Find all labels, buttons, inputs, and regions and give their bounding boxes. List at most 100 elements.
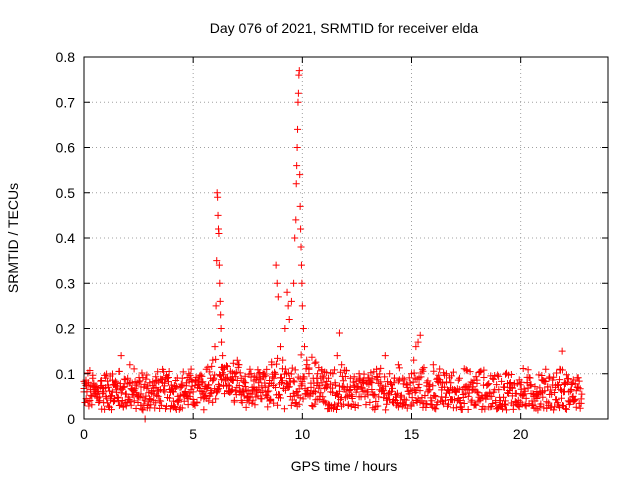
y-tick-label: 0.7 — [56, 94, 76, 110]
data-point — [376, 370, 384, 378]
data-point — [258, 395, 266, 403]
data-point — [342, 366, 350, 374]
data-point — [542, 365, 550, 373]
data-point — [529, 390, 537, 398]
data-point — [298, 302, 306, 310]
data-point — [237, 391, 245, 399]
data-point — [399, 374, 407, 382]
data-point — [189, 388, 197, 396]
data-point — [521, 401, 529, 409]
data-point — [104, 377, 112, 385]
data-point — [466, 368, 474, 376]
data-point — [299, 395, 307, 403]
data-point — [272, 384, 280, 392]
data-point — [504, 389, 512, 397]
data-point — [206, 368, 214, 376]
data-point — [576, 404, 584, 412]
data-point — [371, 391, 379, 399]
data-point — [553, 396, 561, 404]
data-point — [181, 388, 189, 396]
data-point — [410, 369, 418, 377]
data-point — [561, 405, 569, 413]
data-point — [185, 370, 193, 378]
data-point — [495, 372, 503, 380]
data-point — [539, 393, 547, 401]
data-point — [136, 377, 144, 385]
data-point — [212, 355, 220, 363]
data-point — [292, 216, 300, 224]
data-point — [509, 405, 517, 413]
data-point — [281, 386, 289, 394]
x-tick-label: 0 — [80, 426, 88, 442]
data-point — [449, 368, 457, 376]
data-point — [268, 358, 276, 366]
data-point — [333, 406, 341, 414]
data-point — [363, 388, 371, 396]
data-point — [86, 397, 94, 405]
data-point — [472, 373, 480, 381]
data-point — [416, 331, 424, 339]
data-point — [403, 404, 411, 412]
data-point — [106, 387, 114, 395]
data-point — [535, 371, 543, 379]
y-tick-label: 0.3 — [56, 275, 76, 291]
data-point — [265, 387, 273, 395]
data-point — [291, 234, 299, 242]
data-point — [498, 377, 506, 385]
data-point — [158, 401, 166, 409]
data-point — [345, 386, 353, 394]
data-point — [372, 398, 380, 406]
data-point — [218, 338, 226, 346]
data-point — [212, 395, 220, 403]
data-point — [569, 376, 577, 384]
data-point — [277, 394, 284, 402]
data-point — [259, 387, 267, 395]
data-point — [137, 390, 145, 398]
data-point — [297, 225, 305, 233]
data-point — [116, 380, 124, 388]
data-point — [518, 400, 526, 408]
data-point — [287, 401, 295, 409]
x-tick-labels: 0 5 10 15 20 — [80, 426, 529, 442]
data-point — [521, 387, 529, 395]
data-point — [88, 401, 96, 409]
data-point — [562, 371, 570, 379]
y-tick-label: 0.5 — [56, 185, 76, 201]
data-point — [567, 381, 575, 389]
data-point — [387, 379, 395, 387]
data-point — [136, 393, 144, 401]
data-point — [289, 377, 297, 385]
data-point — [113, 393, 121, 401]
data-point — [147, 396, 155, 404]
data-point — [81, 399, 89, 407]
data-point — [544, 383, 552, 391]
data-point — [522, 394, 530, 402]
data-point — [311, 400, 319, 408]
data-point — [458, 405, 466, 413]
data-point — [556, 376, 564, 384]
data-point — [524, 366, 532, 374]
data-point — [215, 261, 223, 269]
data-point — [533, 395, 541, 403]
data-point — [117, 352, 125, 360]
data-point — [103, 394, 111, 402]
data-point — [340, 383, 348, 391]
data-point — [204, 363, 212, 371]
data-point — [441, 371, 449, 379]
data-point — [85, 402, 93, 410]
data-point — [101, 405, 109, 413]
data-point — [512, 390, 520, 398]
data-point — [381, 373, 389, 381]
data-point — [499, 405, 507, 413]
data-point — [377, 364, 385, 372]
data-point — [402, 380, 410, 388]
data-point — [553, 369, 561, 377]
data-point — [301, 343, 309, 351]
data-point — [130, 365, 138, 373]
data-point — [502, 406, 510, 414]
data-point — [160, 368, 168, 376]
data-point — [234, 360, 242, 368]
data-point — [228, 386, 236, 394]
data-point — [148, 389, 156, 397]
data-point — [468, 396, 476, 404]
